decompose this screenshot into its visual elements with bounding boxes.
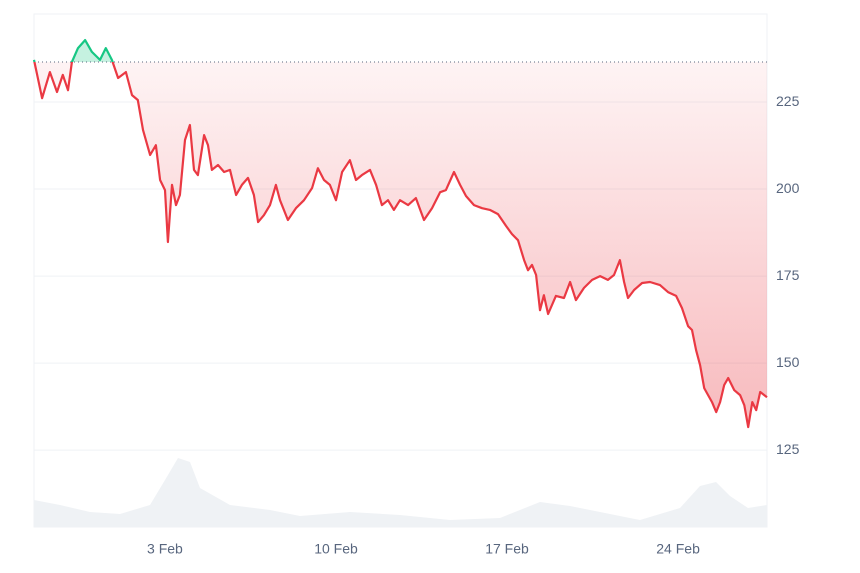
y-tick-label: 225 <box>776 93 800 109</box>
volume-area <box>34 458 767 527</box>
area-fill-down <box>34 62 767 428</box>
x-tick-label: 10 Feb <box>314 541 358 557</box>
x-tick-label: 24 Feb <box>656 541 700 557</box>
y-tick-label: 125 <box>776 441 800 457</box>
x-tick-label: 3 Feb <box>147 541 183 557</box>
price-line <box>32 39 768 429</box>
y-tick-label: 150 <box>776 354 800 370</box>
y-tick-label: 175 <box>776 267 800 283</box>
x-tick-label: 17 Feb <box>485 541 529 557</box>
area-fill-up <box>34 40 767 63</box>
y-tick-label: 200 <box>776 180 800 196</box>
